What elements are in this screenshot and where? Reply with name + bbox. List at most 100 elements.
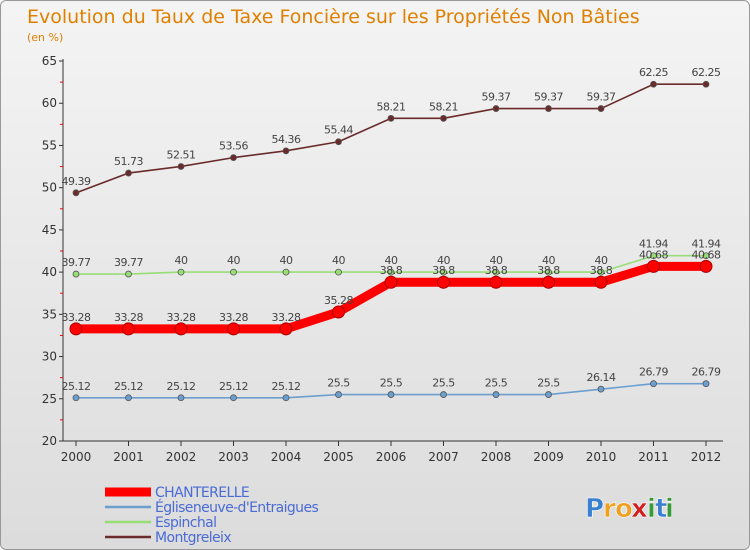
- data-label: 40: [280, 254, 293, 267]
- data-point: [702, 80, 710, 88]
- series-1: 25.12 25.12 25.12 25.12 25.12 25.5 25.5 25.5 25.…: [62, 366, 721, 402]
- data-label: 39.77: [114, 256, 143, 269]
- data-label: 25.12: [62, 380, 91, 393]
- data-label: 25.5: [537, 377, 560, 390]
- data-point: [177, 163, 185, 170]
- x-tick-label: 2010: [586, 450, 617, 464]
- y-tick-label: 45: [42, 223, 57, 237]
- data-point: [387, 391, 395, 398]
- data-label: 33.28: [167, 311, 196, 324]
- data-label: 25.12: [272, 380, 301, 393]
- data-label: 38.8: [537, 264, 560, 277]
- data-point: [440, 268, 447, 276]
- proxiti-logo: Pr ox i ti: [585, 494, 675, 525]
- data-point: [279, 322, 293, 336]
- data-label: 26.79: [639, 366, 668, 379]
- chart-title: Evolution du Taux de Taxe Foncière sur l…: [27, 6, 640, 28]
- legend-label: Espinchal: [155, 515, 216, 531]
- data-point: [72, 270, 80, 278]
- data-label: 40.68: [692, 248, 721, 261]
- data-point: [69, 322, 83, 336]
- x-tick-label: 2000: [61, 450, 92, 464]
- data-point: [122, 322, 135, 336]
- series-2: 39.77 39.77 40 40 40 40 40 40 40 40 40 41.94 41.94: [62, 238, 721, 278]
- data-label: 59.37: [587, 91, 616, 104]
- data-label: 38.8: [380, 264, 403, 277]
- data-point: [282, 147, 290, 155]
- data-point: [702, 252, 710, 260]
- x-tick-label: 2004: [271, 450, 302, 464]
- data-label: 55.44: [324, 124, 353, 137]
- data-point: [384, 275, 398, 289]
- data-label: 26.14: [587, 371, 616, 384]
- data-label: 40: [227, 254, 240, 267]
- data-point: [492, 391, 500, 398]
- y-tick-label: 65: [42, 54, 57, 68]
- data-point: [699, 259, 713, 273]
- data-point: [230, 154, 237, 162]
- logo-letter: x: [631, 494, 648, 524]
- data-label: 54.36: [272, 133, 301, 146]
- data-label: 25.12: [167, 380, 196, 393]
- data-point: [545, 105, 552, 112]
- data-label: 38.8: [432, 264, 455, 277]
- data-label: 49.39: [62, 175, 91, 188]
- data-label: 59.37: [534, 91, 563, 104]
- x-tick-label: 2008: [481, 450, 512, 464]
- legend-label: Montgreleix: [155, 530, 231, 546]
- data-label: 62.25: [692, 66, 721, 79]
- data-point: [174, 322, 188, 336]
- y-tick-label: 50: [42, 181, 57, 195]
- data-label: 40: [595, 254, 608, 267]
- data-point: [177, 394, 185, 402]
- data-label: 41.94: [639, 238, 668, 251]
- axes: 20 25 30 35 40 45 50 55 60 65 2000 2001 2002 2003 2004…: [42, 54, 723, 464]
- data-label: 39.77: [62, 256, 91, 269]
- series-3: 49.39 51.73 52.51 53.56 54.36 55.44 58.21 58.21…: [62, 66, 721, 197]
- data-point: [177, 268, 185, 276]
- data-label: 33.28: [114, 311, 143, 324]
- data-label: 40.68: [639, 248, 668, 261]
- y-tick-label: 25: [42, 392, 57, 406]
- data-point: [125, 270, 132, 278]
- data-label: 33.28: [62, 311, 91, 324]
- data-label: 58.21: [429, 100, 458, 113]
- legend-label: CHANTERELLE: [155, 485, 249, 501]
- data-label: 40: [437, 254, 450, 267]
- data-point: [125, 169, 132, 177]
- data-label: 59.37: [482, 91, 511, 104]
- data-label: 40: [175, 254, 188, 267]
- data-point: [72, 394, 80, 402]
- data-point: [440, 114, 447, 122]
- data-point: [650, 380, 657, 388]
- data-point: [335, 268, 342, 276]
- data-label: 40: [385, 254, 398, 267]
- data-point: [387, 268, 395, 276]
- data-label: 40: [542, 254, 555, 267]
- y-tick-label: 40: [42, 265, 57, 279]
- logo-letter: t: [655, 494, 667, 524]
- data-label: 40: [332, 254, 345, 267]
- x-tick-label: 2009: [533, 450, 564, 464]
- data-label: 25.5: [327, 377, 350, 390]
- data-point: [489, 275, 503, 289]
- data-point: [282, 394, 290, 402]
- data-label: 51.73: [114, 155, 143, 168]
- x-tick-label: 2005: [323, 450, 354, 464]
- x-tick-label: 2001: [113, 450, 144, 464]
- data-label: 35.28: [324, 294, 353, 307]
- data-label: 40: [490, 254, 503, 267]
- data-point: [594, 275, 608, 289]
- x-tick-label: 2011: [638, 450, 669, 464]
- data-label: 26.79: [692, 366, 721, 379]
- data-point: [230, 268, 237, 276]
- x-tick-label: 2003: [218, 450, 249, 464]
- data-point: [492, 268, 500, 276]
- data-label: 25.12: [114, 380, 143, 393]
- data-point: [492, 105, 500, 112]
- data-label: 38.8: [485, 264, 508, 277]
- logo-letter: i: [647, 494, 656, 524]
- legend-label: Égliseneuve-d'Entraigues: [155, 499, 318, 516]
- data-point: [230, 394, 237, 402]
